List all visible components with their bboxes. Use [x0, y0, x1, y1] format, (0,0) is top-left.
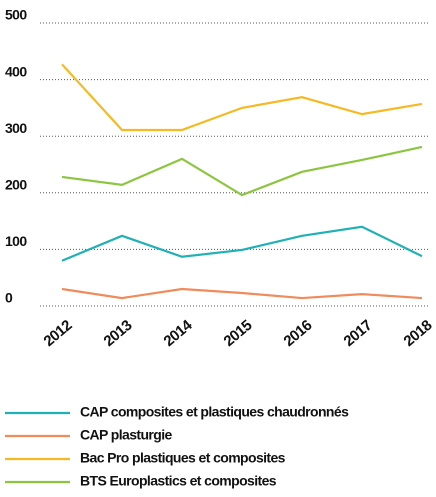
- y-tick-label: 300: [5, 120, 27, 136]
- y-tick-label: 400: [5, 63, 27, 79]
- x-tick-label: 2016: [280, 317, 315, 350]
- y-tick-label: 100: [5, 233, 27, 249]
- x-tick-label: 2013: [100, 317, 135, 350]
- series-line: [61, 145, 423, 197]
- x-tick-label: 2018: [400, 317, 435, 350]
- y-tick-label: 200: [5, 177, 27, 193]
- legend-label: CAP plasturgie: [80, 427, 173, 443]
- y-tick-label: 0: [5, 290, 13, 306]
- x-tick-label: 2017: [340, 317, 375, 350]
- y-tick-label: 500: [5, 7, 27, 23]
- series-line: [61, 63, 423, 132]
- series-line: [61, 287, 423, 300]
- legend-label: Bac Pro plastiques et composites: [80, 450, 286, 466]
- x-tick-label: 2014: [160, 316, 196, 350]
- x-tick-label: 2012: [40, 317, 75, 350]
- series-line: [61, 225, 423, 262]
- legend-label: BTS Europlastics et composites: [80, 473, 277, 489]
- x-tick-label: 2015: [220, 317, 255, 350]
- legend-label: CAP composites et plastiques chaudronnés: [80, 404, 349, 420]
